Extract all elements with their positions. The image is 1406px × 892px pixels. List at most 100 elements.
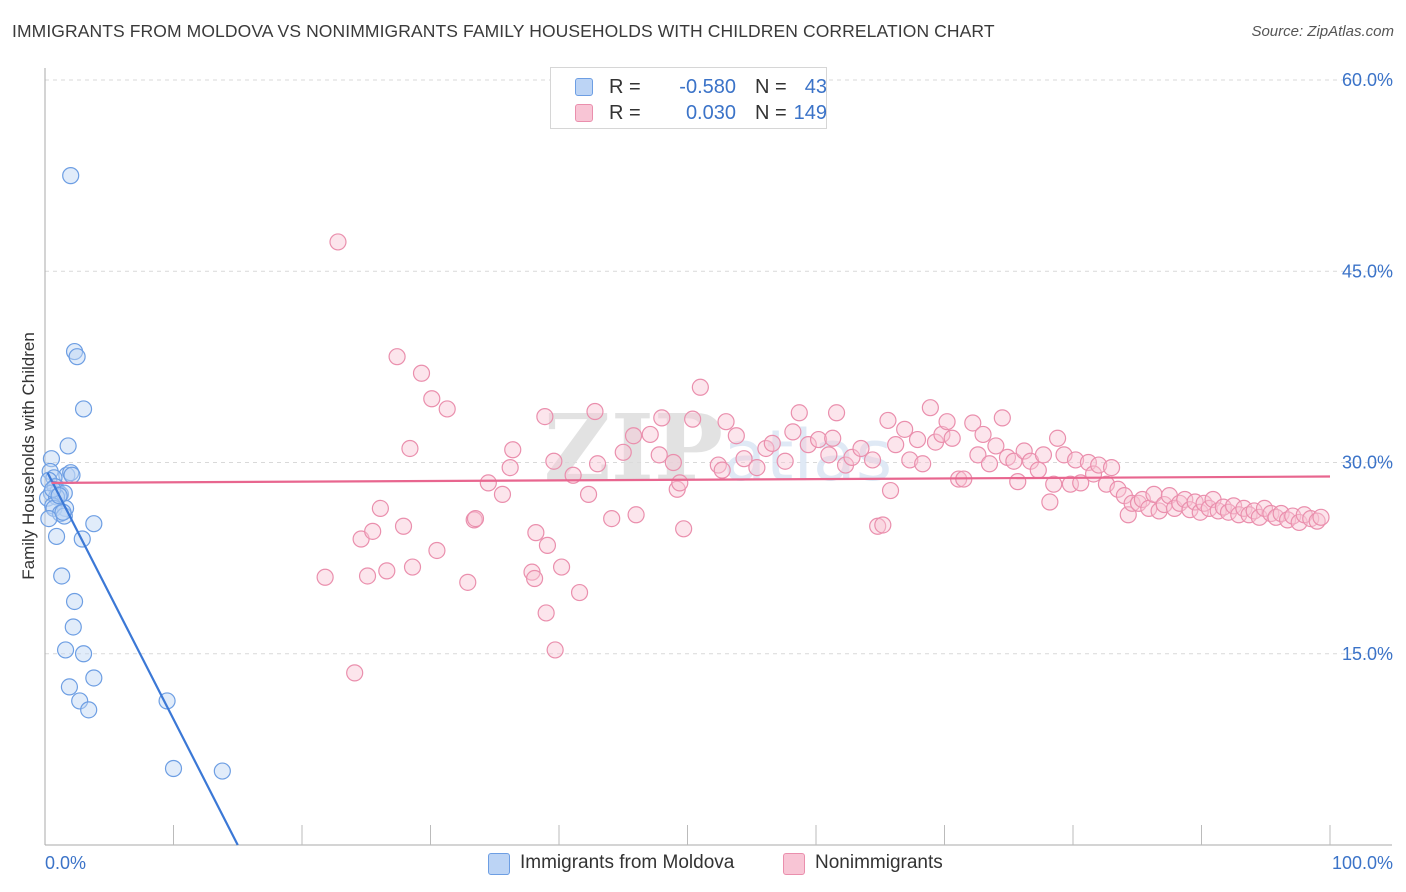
- n-value: 43: [804, 76, 827, 98]
- n-value: 149: [793, 102, 827, 124]
- nonimmigrant-point: [820, 446, 838, 464]
- moldova-point: [59, 437, 77, 455]
- nonimmigrant-point: [1005, 452, 1023, 470]
- nonimmigrant-point: [504, 441, 522, 459]
- moldova-point: [42, 450, 61, 468]
- y-tick-label: 60.0%: [1342, 70, 1393, 90]
- pink-swatch: [783, 853, 805, 875]
- nonimmigrant-point: [570, 583, 589, 602]
- moldova-point: [60, 678, 79, 696]
- nonimmigrant-point: [438, 400, 456, 418]
- nonimmigrant-point: [1034, 446, 1053, 464]
- moldova-point: [85, 515, 103, 533]
- nonimmigrant-point: [974, 425, 992, 444]
- nonimmigrant-point: [914, 455, 932, 473]
- stats-legend: R = -0.580 N = 43 R = 0.030 N = 149: [550, 67, 827, 129]
- nonimmigrant-point: [852, 439, 870, 458]
- r-label: R =: [609, 76, 641, 98]
- nonimmigrant-point: [588, 455, 607, 473]
- y-tick-label: 45.0%: [1342, 261, 1393, 281]
- nonimmigrant-point: [527, 524, 545, 542]
- nonimmigrant-point: [933, 425, 951, 444]
- x-tick-label: 0.0%: [45, 853, 86, 873]
- blue-swatch: [488, 853, 510, 875]
- nonimmigrant-point: [1176, 490, 1194, 509]
- nonimmigrant-point: [691, 378, 709, 396]
- y-tick-label: 15.0%: [1342, 644, 1393, 664]
- nonimmigrant-trend-line: [51, 475, 1331, 484]
- nonimmigrant-point: [1045, 475, 1063, 493]
- n-label: N =: [755, 76, 787, 98]
- nonimmigrant-point: [1191, 503, 1209, 521]
- nonimmigrant-point: [1066, 451, 1085, 469]
- nonimmigrant-point: [943, 429, 961, 447]
- nonimmigrant-point: [908, 430, 927, 449]
- nonimmigrant-point: [650, 446, 668, 464]
- nonimmigrant-point: [1029, 461, 1047, 479]
- chart-title: IMMIGRANTS FROM MOLDOVA VS NONIMMIGRANTS…: [12, 21, 995, 41]
- moldova-point: [65, 592, 84, 611]
- moldova-point: [213, 762, 231, 780]
- moldova-point: [40, 509, 58, 528]
- nonimmigrant-point: [428, 541, 446, 560]
- x-tick-label: 100.0%: [1332, 853, 1393, 873]
- chart-source: Source: ZipAtlas.com: [1251, 23, 1394, 40]
- moldova-point: [85, 669, 103, 687]
- moldova-point: [47, 527, 66, 546]
- nonimmigrant-point: [329, 233, 347, 251]
- blue-swatch: [575, 78, 593, 96]
- nonimmigrant-point: [1015, 442, 1033, 460]
- nonimmigrant-point: [921, 399, 939, 417]
- nonimmigrant-point: [964, 414, 982, 432]
- nonimmigrant-point: [586, 402, 604, 421]
- nonimmigrant-point: [394, 517, 413, 535]
- y-tick-label: 30.0%: [1342, 453, 1393, 473]
- nonimmigrant-point: [863, 451, 882, 469]
- nonimmigrant-point: [1312, 508, 1330, 526]
- pink-swatch: [575, 104, 593, 122]
- nonimmigrant-point: [316, 568, 334, 586]
- nonimmigrant-point: [1186, 493, 1204, 511]
- nonimmigrant-point: [1048, 429, 1067, 447]
- moldova-point: [68, 348, 86, 366]
- nonimmigrant-point: [887, 436, 905, 454]
- nonimmigrant-point: [603, 509, 621, 528]
- nonimmigrant-point: [1123, 494, 1141, 512]
- nonimmigrant-point: [881, 481, 900, 500]
- nonimmigrant-point: [843, 448, 861, 466]
- nonimmigrant-point: [552, 558, 571, 576]
- nonimmigrant-point: [538, 536, 557, 554]
- nonimmigrant-point: [641, 425, 659, 444]
- nonimmigrant-point: [1041, 493, 1059, 511]
- r-label: R =: [609, 102, 641, 124]
- nonimmigrant-point: [466, 509, 485, 528]
- nonimmigrant-point: [776, 452, 794, 470]
- nonimmigrant-point: [358, 567, 377, 585]
- moldova-point: [53, 567, 71, 585]
- legend-label: Nonimmigrants: [815, 852, 943, 873]
- nonimmigrant-point: [675, 520, 693, 538]
- nonimmigrant-point: [809, 430, 828, 449]
- nonimmigrant-point: [459, 573, 477, 591]
- legend-label: Immigrants from Moldova: [520, 852, 735, 873]
- nonimmigrant-point: [896, 420, 914, 438]
- nonimmigrant-point: [1090, 456, 1108, 474]
- moldova-point: [80, 701, 98, 719]
- moldova-point: [71, 692, 89, 710]
- nonimmigrant-point: [735, 450, 753, 468]
- nonimmigrant-point: [969, 446, 987, 464]
- nonimmigrant-point: [901, 451, 919, 469]
- nonimmigrant-point: [980, 455, 999, 473]
- moldova-trend-line: [46, 472, 239, 846]
- nonimmigrant-point: [987, 437, 1005, 455]
- nonimmigrant-point: [671, 474, 689, 492]
- nonimmigrant-point: [1072, 474, 1090, 492]
- nonimmigrant-point: [412, 364, 431, 382]
- nonimmigrant-point: [378, 562, 396, 580]
- nonimmigrant-point: [938, 413, 956, 431]
- moldova-point: [63, 466, 81, 484]
- nonimmigrant-point: [727, 427, 745, 445]
- moldova-point: [64, 618, 82, 636]
- nonimmigrant-point: [653, 409, 671, 427]
